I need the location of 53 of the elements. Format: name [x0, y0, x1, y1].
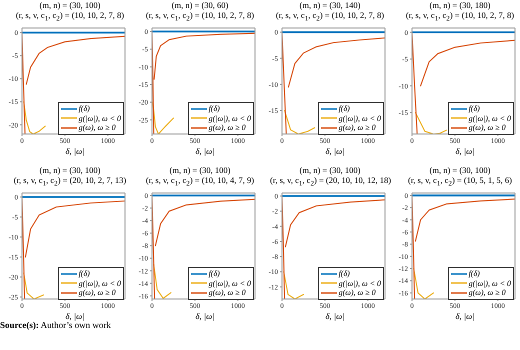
line-series — [414, 112, 447, 134]
legend-label: f(δ) — [468, 104, 480, 114]
x-axis-title: δ, |ω| — [64, 310, 86, 322]
legend-label: f(δ) — [338, 269, 350, 279]
legend-label: g(|ω|), ω < 0 — [78, 114, 121, 124]
chart-subtitle: (r, s, v, c$_{1}$, c$_{2}$) = (10, 10, 2, 7, 8) — [404, 10, 516, 24]
x-axis-title: δ, |ω| — [194, 310, 216, 322]
legend-label: g(|ω|), ω < 0 — [338, 278, 381, 288]
chart-title: (m, n) = (30, 100) — [38, 165, 102, 175]
legend-label: g(ω), ω ≥ 0 — [78, 123, 116, 133]
line-series — [23, 272, 44, 299]
chart-subtitle: (r, s, v, c$_{1}$, c$_{2}$) = (10, 10, 2, 7, 8) — [14, 10, 126, 24]
source-note: Source(s): Author’s own work — [0, 320, 111, 330]
legend-label: g(ω), ω ≥ 0 — [208, 123, 246, 133]
chart-subtitle: (r, s, v, c$_{1}$, c$_{2}$) = (20, 10, 10, 12, 18) — [270, 175, 392, 189]
x-axis-title: δ, |ω| — [194, 146, 216, 157]
legend-label: g(|ω|), ω < 0 — [208, 278, 251, 288]
chart-title: (m, n) = (30, 60) — [170, 0, 230, 10]
x-axis-title: δ, |ω| — [324, 310, 346, 322]
legend-label: g(ω), ω ≥ 0 — [468, 288, 506, 298]
chart-title: (m, n) = (30, 140) — [298, 0, 362, 10]
chart-subtitle: (r, s, v, c$_{1}$, c$_{2}$) = (10, 10, 2, 7, 8) — [274, 10, 386, 24]
x-axis-title: δ, |ω| — [64, 146, 86, 157]
x-axis-title: δ, |ω| — [324, 146, 346, 157]
chart-subtitle: (r, s, v, c$_{1}$, c$_{2}$) = (20, 10, 2, 7, 13) — [12, 175, 128, 189]
legend-label: g(ω), ω ≥ 0 — [78, 288, 116, 298]
legend-label: f(δ) — [78, 269, 90, 279]
chart-title: (m, n) = (30, 100) — [38, 0, 102, 10]
x-axis-title: δ, |ω| — [454, 146, 476, 157]
legend-label: g(|ω|), ω < 0 — [208, 114, 251, 124]
legend-label: g(|ω|), ω < 0 — [468, 278, 511, 288]
line-series — [284, 110, 316, 134]
legend-label: g(ω), ω ≥ 0 — [338, 123, 376, 133]
legend-label: f(δ) — [208, 104, 220, 114]
chart-subtitle: (r, s, v, c$_{1}$, c$_{2}$) = (10, 5, 1, 5, 6) — [406, 175, 514, 189]
chart-subtitle: (r, s, v, c$_{1}$, c$_{2}$) = (10, 10, 2, 7, 8) — [144, 10, 256, 24]
line-series — [23, 100, 46, 134]
legend-label: g(ω), ω ≥ 0 — [208, 288, 246, 298]
chart-title: (m, n) = (30, 100) — [428, 165, 492, 175]
legend-label: f(δ) — [468, 269, 480, 279]
legend-label: f(δ) — [78, 104, 90, 114]
legend-label: g(|ω|), ω < 0 — [78, 278, 121, 288]
legend-label: g(|ω|), ω < 0 — [468, 114, 511, 124]
chart-title: (m, n) = (30, 100) — [168, 165, 232, 175]
legend-label: f(δ) — [208, 269, 220, 279]
legend-label: f(δ) — [338, 104, 350, 114]
legend-label: g(|ω|), ω < 0 — [338, 114, 381, 124]
legend-label: g(ω), ω ≥ 0 — [468, 123, 506, 133]
chart-subtitle: (r, s, v, c$_{1}$, c$_{2}$) = (10, 10, 4, 7, 9) — [144, 175, 256, 189]
legend-label: g(ω), ω ≥ 0 — [338, 288, 376, 298]
chart-title: (m, n) = (30, 100) — [298, 165, 362, 175]
chart-title: (m, n) = (30, 180) — [428, 0, 492, 10]
x-axis-title: δ, |ω| — [454, 310, 476, 322]
